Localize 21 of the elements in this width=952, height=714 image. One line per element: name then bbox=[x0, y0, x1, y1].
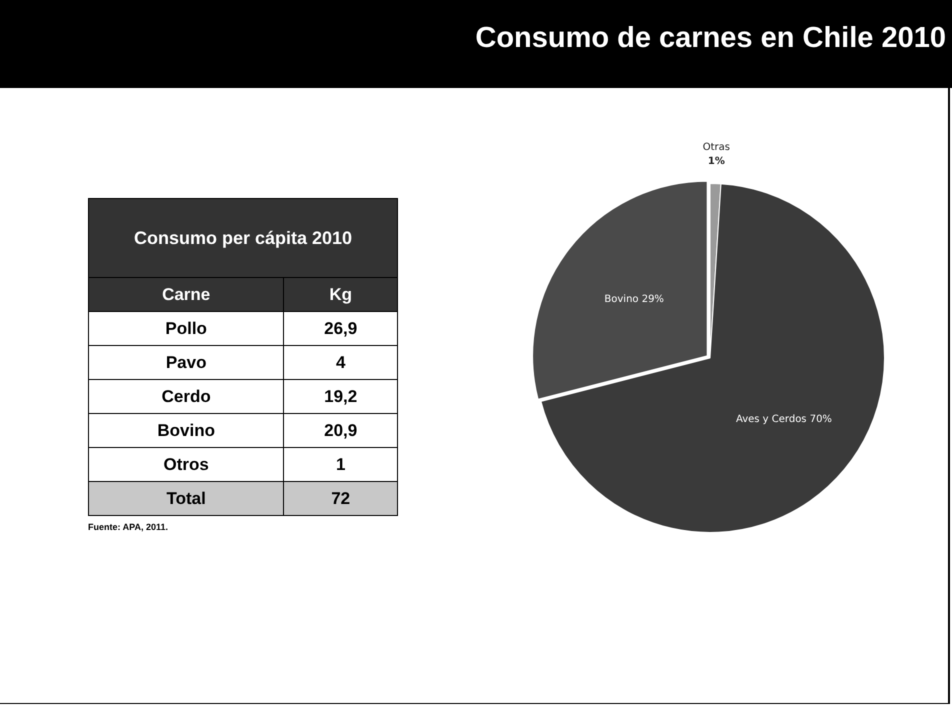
category-label: Pollo bbox=[88, 312, 284, 346]
source-note: Fuente: APA, 2011. bbox=[88, 522, 168, 532]
data-label: 19,2 bbox=[284, 380, 398, 414]
slice-label: Aves y Cerdos 70% bbox=[736, 414, 832, 425]
category-label: Cerdo bbox=[88, 380, 284, 414]
data-label: 72 bbox=[284, 482, 398, 516]
slice-label: Bovino 29% bbox=[604, 294, 664, 305]
data-label: 1 bbox=[284, 448, 398, 482]
text: Kg bbox=[284, 278, 398, 312]
data-label: 20,9 bbox=[284, 414, 398, 448]
slice-label: Otras bbox=[702, 142, 730, 154]
chart-title: Consumo de carnes en Chile 2010 bbox=[475, 22, 946, 55]
data-label: 26,9 bbox=[284, 312, 398, 346]
category-label: Bovino bbox=[88, 414, 284, 448]
category-label: Otros bbox=[88, 448, 284, 482]
text: Carne bbox=[88, 278, 284, 312]
category-label: Pavo bbox=[88, 346, 284, 380]
text: Consumo per cápita 2010 bbox=[88, 198, 398, 278]
data-label: 1% bbox=[708, 156, 725, 168]
data-label: 4 bbox=[284, 346, 398, 380]
category-label: Total bbox=[88, 482, 284, 516]
